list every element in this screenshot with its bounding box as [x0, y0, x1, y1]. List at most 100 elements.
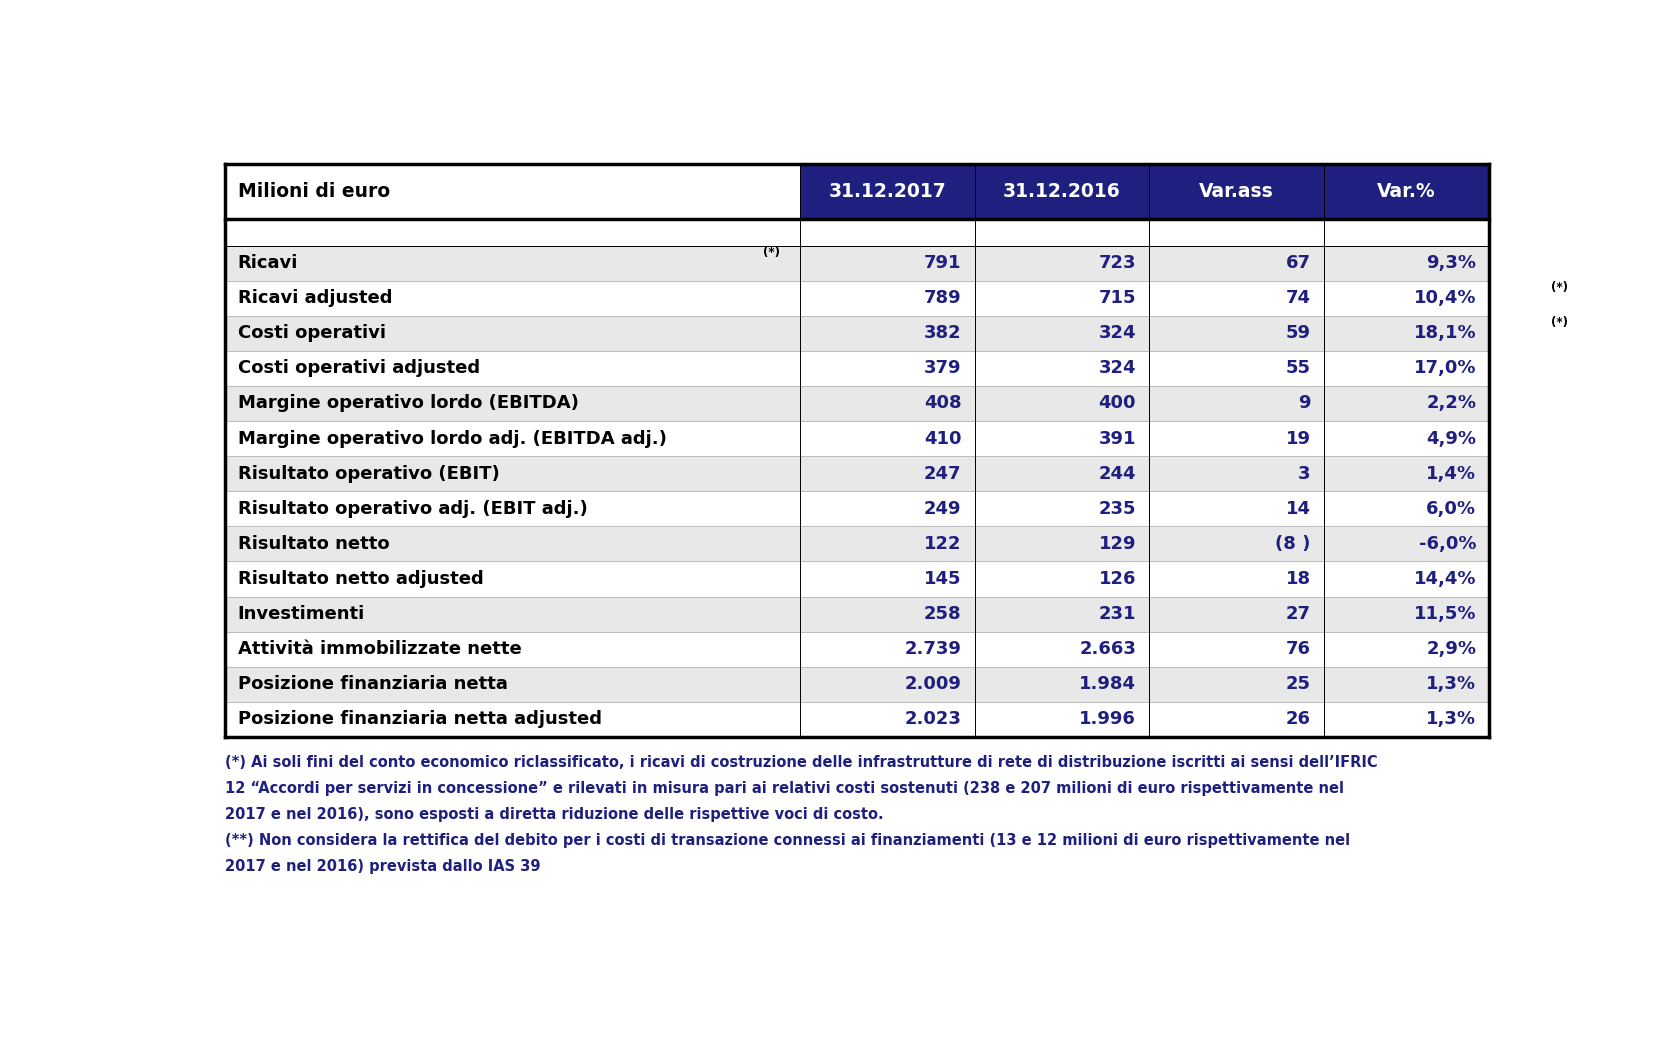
Text: 9,3%: 9,3%: [1426, 254, 1476, 272]
Bar: [224, 386, 799, 421]
Text: 9: 9: [1297, 394, 1311, 412]
Text: 2.009: 2.009: [905, 675, 961, 693]
Text: 723: 723: [1099, 254, 1135, 272]
Bar: [1149, 316, 1324, 351]
Text: 2,9%: 2,9%: [1426, 640, 1476, 658]
Text: (*): (*): [1552, 281, 1568, 295]
Bar: [975, 632, 1149, 667]
Text: 74: 74: [1286, 289, 1311, 307]
Text: 31.12.2016: 31.12.2016: [1003, 182, 1120, 201]
Text: Investimenti: Investimenti: [237, 605, 364, 623]
Text: 126: 126: [1099, 570, 1135, 588]
Bar: [224, 702, 799, 737]
Text: 249: 249: [925, 499, 961, 517]
Bar: [1324, 491, 1490, 527]
Bar: [975, 562, 1149, 597]
Bar: [799, 246, 975, 281]
Text: 3: 3: [1297, 464, 1311, 482]
Text: Risultato operativo adj. (EBIT adj.): Risultato operativo adj. (EBIT adj.): [237, 499, 587, 517]
Bar: [1149, 164, 1324, 219]
Bar: [975, 316, 1149, 351]
Text: 145: 145: [925, 570, 961, 588]
Bar: [975, 246, 1149, 281]
Bar: [799, 421, 975, 456]
Text: 76: 76: [1286, 640, 1311, 658]
Bar: [224, 281, 799, 316]
Bar: [975, 281, 1149, 316]
Text: (*) Ai soli fini del conto economico riclassificato, i ricavi di costruzione del: (*) Ai soli fini del conto economico ric…: [224, 755, 1378, 770]
Bar: [975, 597, 1149, 632]
Text: 382: 382: [925, 324, 961, 342]
Text: 324: 324: [1099, 324, 1135, 342]
Text: 18: 18: [1286, 570, 1311, 588]
Text: -6,0%: -6,0%: [1420, 535, 1476, 553]
Text: 231: 231: [1099, 605, 1135, 623]
Text: 14,4%: 14,4%: [1415, 570, 1476, 588]
Bar: [1149, 527, 1324, 562]
Bar: [1324, 702, 1490, 737]
Bar: [224, 632, 799, 667]
Text: Risultato netto adjusted: Risultato netto adjusted: [237, 570, 483, 588]
Bar: [1324, 421, 1490, 456]
Text: 2.023: 2.023: [905, 710, 961, 728]
Bar: [799, 456, 975, 491]
Text: 2.739: 2.739: [905, 640, 961, 658]
Text: 55: 55: [1286, 359, 1311, 377]
Bar: [975, 386, 1149, 421]
Bar: [1149, 702, 1324, 737]
Bar: [224, 351, 799, 386]
Bar: [224, 421, 799, 456]
Bar: [799, 632, 975, 667]
Text: (**) Non considera la rettifica del debito per i costi di transazione connessi a: (**) Non considera la rettifica del debi…: [224, 833, 1349, 848]
Text: 1,3%: 1,3%: [1426, 675, 1476, 693]
Bar: [975, 456, 1149, 491]
Text: 10,4%: 10,4%: [1415, 289, 1476, 307]
Bar: [1324, 632, 1490, 667]
Bar: [224, 246, 799, 281]
Bar: [224, 597, 799, 632]
Text: (8 ): (8 ): [1276, 535, 1311, 553]
Bar: [975, 527, 1149, 562]
Bar: [1149, 491, 1324, 527]
Bar: [1149, 562, 1324, 597]
Bar: [1324, 316, 1490, 351]
Bar: [1324, 281, 1490, 316]
Bar: [799, 702, 975, 737]
Text: Ricavi adjusted: Ricavi adjusted: [237, 289, 391, 307]
Text: 11,5%: 11,5%: [1415, 605, 1476, 623]
Bar: [224, 164, 799, 219]
Text: 400: 400: [1099, 394, 1135, 412]
Bar: [224, 316, 799, 351]
Bar: [975, 351, 1149, 386]
Text: 2.663: 2.663: [1078, 640, 1135, 658]
Bar: [1324, 351, 1490, 386]
Text: 67: 67: [1286, 254, 1311, 272]
Bar: [975, 491, 1149, 527]
Text: Attività immobilizzate nette: Attività immobilizzate nette: [237, 640, 522, 658]
Text: Costi operativi: Costi operativi: [237, 324, 386, 342]
Text: 789: 789: [925, 289, 961, 307]
Text: 791: 791: [925, 254, 961, 272]
Bar: [799, 281, 975, 316]
Bar: [1324, 597, 1490, 632]
Bar: [1149, 351, 1324, 386]
Bar: [1324, 562, 1490, 597]
Bar: [1149, 386, 1324, 421]
Bar: [799, 597, 975, 632]
Text: 391: 391: [1099, 429, 1135, 447]
Bar: [224, 562, 799, 597]
Text: 2,2%: 2,2%: [1426, 394, 1476, 412]
Bar: [1149, 456, 1324, 491]
Bar: [1324, 527, 1490, 562]
Bar: [224, 219, 799, 246]
Text: 258: 258: [925, 605, 961, 623]
Bar: [799, 219, 975, 246]
Text: 1.984: 1.984: [1078, 675, 1135, 693]
Bar: [799, 351, 975, 386]
Text: Posizione finanziaria netta adjusted: Posizione finanziaria netta adjusted: [237, 710, 602, 728]
Bar: [975, 667, 1149, 702]
Bar: [975, 219, 1149, 246]
Bar: [1149, 281, 1324, 316]
Bar: [1149, 421, 1324, 456]
Bar: [1324, 246, 1490, 281]
